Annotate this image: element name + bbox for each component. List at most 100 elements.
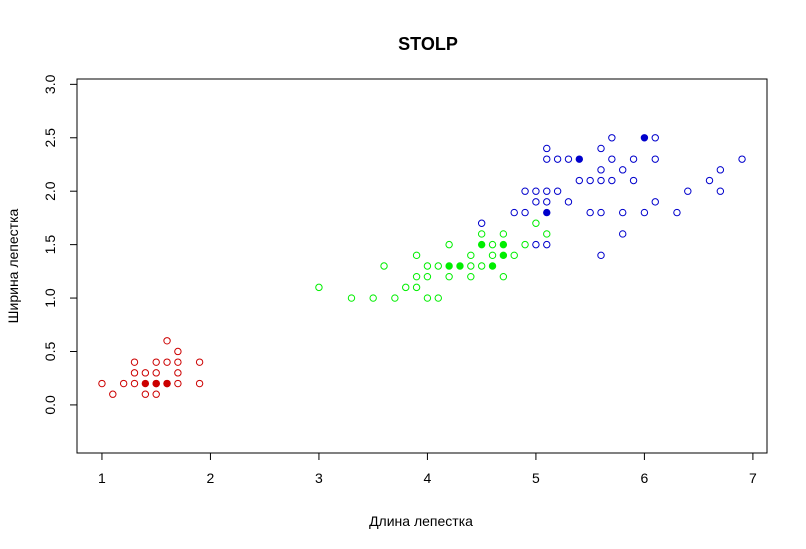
data-point [651, 134, 659, 142]
data-point [174, 369, 182, 377]
data-point [521, 240, 529, 249]
data-point [163, 358, 171, 366]
data-point [532, 187, 540, 195]
data-point [130, 358, 139, 366]
y-tick-label: 0.0 [42, 395, 58, 415]
data-point [608, 155, 616, 163]
prototype-point [477, 240, 486, 249]
data-point [629, 176, 638, 185]
data-point [467, 262, 475, 270]
data-point [174, 358, 182, 366]
data-point [651, 198, 659, 206]
data-point [510, 208, 518, 217]
data-point [141, 369, 150, 377]
data-point [445, 272, 453, 281]
y-tick-label: 0.5 [42, 342, 58, 362]
x-tick-label: 2 [207, 470, 215, 486]
data-point [619, 230, 627, 238]
data-point [380, 262, 388, 270]
data-point [597, 144, 605, 153]
prototype-point [543, 208, 551, 217]
data-point [488, 251, 497, 260]
data-point [716, 166, 725, 174]
data-point [467, 251, 475, 260]
data-point [152, 369, 160, 377]
x-tick-label: 7 [749, 470, 757, 486]
data-point [532, 198, 540, 206]
prototype-point [499, 240, 508, 249]
data-point [423, 272, 432, 281]
data-point [423, 294, 432, 302]
data-point [532, 219, 540, 227]
data-point [163, 337, 171, 345]
y-tick-label: 2.0 [42, 181, 58, 201]
data-point [315, 283, 323, 292]
y-axis: 0.0 0.5 1.0 1.5 2.0 2.5 3.0 [42, 74, 78, 415]
y-tick-label: 1.0 [42, 288, 58, 308]
data-point [684, 187, 692, 195]
data-point [477, 262, 486, 270]
data-point [586, 208, 594, 217]
data-point [98, 379, 106, 388]
data-point [369, 294, 377, 302]
data-point [174, 379, 182, 388]
data-point [651, 155, 659, 163]
data-point [499, 230, 508, 238]
data-point [477, 230, 486, 238]
data-point [586, 176, 594, 185]
data-point [423, 262, 432, 270]
prototype-point [640, 134, 649, 142]
data-point [412, 251, 421, 260]
data-point [119, 379, 128, 388]
data-point [195, 379, 204, 388]
x-tick-label: 1 [98, 470, 106, 486]
data-point [564, 155, 573, 163]
y-axis-label: Ширина лепестка [5, 208, 21, 323]
data-point [412, 283, 421, 292]
data-point [619, 208, 627, 217]
data-point [608, 134, 616, 142]
data-point [673, 208, 681, 217]
y-tick-label: 2.5 [42, 128, 58, 148]
data-point [152, 358, 160, 366]
x-tick-label: 4 [424, 470, 432, 486]
data-point [564, 198, 573, 206]
data-point [543, 144, 551, 153]
data-point [402, 283, 410, 292]
data-point [716, 187, 725, 195]
prototype-point [456, 262, 464, 270]
data-point [109, 390, 117, 398]
prototype-point [445, 262, 453, 270]
data-point [575, 176, 584, 185]
data-point [488, 240, 497, 249]
data-point [597, 251, 605, 260]
data-point [543, 187, 551, 195]
data-point [521, 187, 529, 195]
data-point [543, 230, 551, 238]
data-point [738, 155, 746, 163]
data-point [130, 369, 139, 377]
y-tick-label: 1.5 [42, 235, 58, 255]
data-point [499, 272, 508, 281]
data-point [553, 187, 562, 195]
data-point [477, 219, 486, 227]
data-point [521, 208, 529, 217]
data-point [434, 294, 442, 302]
data-point [510, 251, 518, 260]
y-tick-label: 3.0 [42, 74, 58, 94]
data-point [467, 272, 475, 281]
data-point [619, 166, 627, 174]
data-point [130, 379, 139, 388]
data-point [608, 176, 616, 185]
data-point [445, 240, 453, 249]
data-point [543, 198, 551, 206]
data-point [347, 294, 356, 302]
prototype-point [163, 379, 171, 388]
x-tick-label: 5 [532, 470, 540, 486]
data-points [98, 134, 746, 398]
prototype-point [499, 251, 508, 260]
data-point [705, 176, 714, 185]
data-point [391, 294, 399, 302]
data-point [629, 155, 638, 163]
